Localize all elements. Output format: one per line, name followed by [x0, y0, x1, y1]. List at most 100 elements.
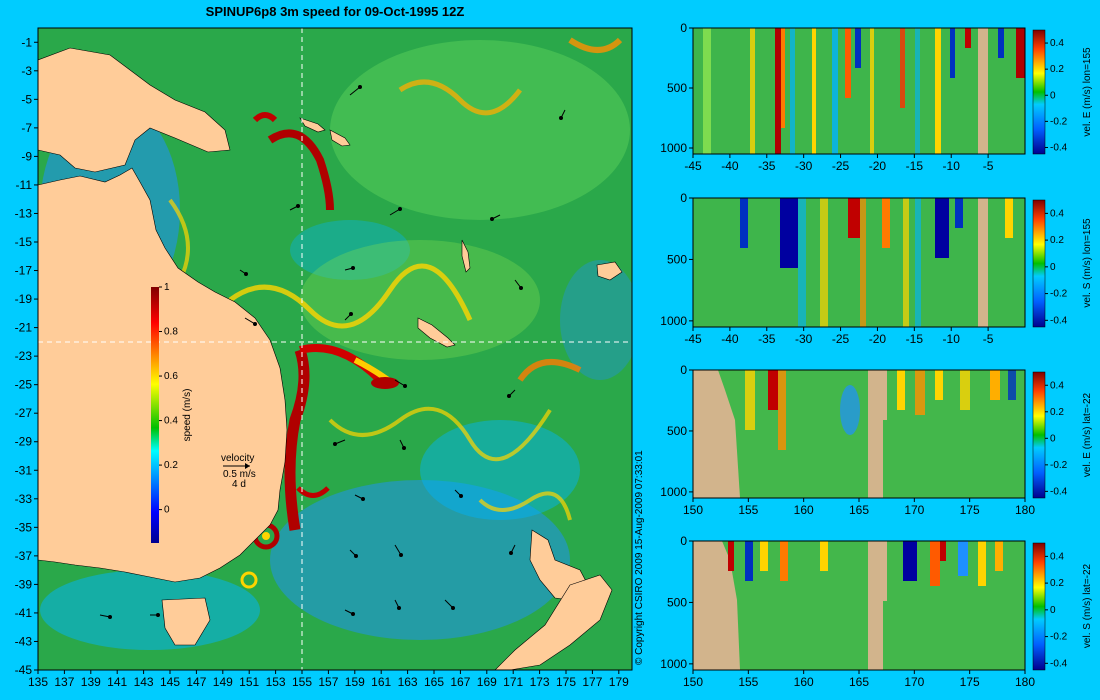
map-y-tick-label: -23: [15, 349, 33, 363]
map-y-tick-label: -31: [15, 463, 33, 477]
panel3-x-tick-label: 175: [960, 503, 980, 517]
panel1-y-axis: 0 500 1000: [660, 21, 693, 155]
speed-colorbar-tick-label: 1: [164, 282, 170, 293]
panel3-x-tick-label: 155: [738, 503, 758, 517]
map-y-tick-label: -35: [15, 520, 33, 534]
panel1-y-tick-label: 0: [680, 21, 687, 35]
velocity-vectors: [99, 85, 566, 619]
panel3-colorbar-tick-label: 0.4: [1050, 380, 1064, 391]
panel3-x-tick-label: 160: [794, 503, 814, 517]
panel3-colorbar-ticks: 0.4 0.2 0 -0.2 -0.4: [1045, 380, 1068, 497]
map-y-tick-label: -17: [15, 264, 33, 278]
panel2-x-tick-label: -35: [758, 332, 776, 346]
map-y-tick-label: -7: [21, 121, 32, 135]
panel3-bottom-west: [693, 370, 740, 498]
map-x-tick-label: 157: [318, 675, 338, 689]
speed-colorbar-label: speed (m/s): [182, 389, 193, 442]
australia: [38, 167, 288, 583]
panel2-colorbar-tick-label: 0.4: [1050, 208, 1064, 219]
map-y-tick-label: -13: [15, 206, 33, 220]
panel3-x-tick-label: 180: [1015, 503, 1035, 517]
map-y-tick-label: -41: [15, 606, 33, 620]
speed-colorbar-ticks: 1 0.8 0.6 0.4 0.2 0: [159, 282, 178, 516]
panel1-y-tick-label: 1000: [660, 141, 687, 155]
section-panel-vel-s-lat22: 150 155 160 165 170 175 180 0 500 1000 0.4 0.2 0 -0…: [660, 534, 1093, 689]
map-x-tick-label: 171: [503, 675, 523, 689]
map-x-tick-label: 175: [556, 675, 576, 689]
panel2-x-tick-label: -20: [869, 332, 887, 346]
panel2-y-tick-label: 1000: [660, 314, 687, 328]
speed-map: 135 137 139 141 143 145 147 149 151 153 155 157 159 1…: [15, 27, 633, 689]
map-x-tick-label: 155: [292, 675, 312, 689]
panel4-x-axis: 150 155 160 165 170 175 180: [683, 670, 1035, 689]
panel1-colorbar-tick-label: 0.2: [1050, 64, 1064, 75]
panel1-colorbar-label: vel. E (m/s) lon=155: [1082, 47, 1093, 137]
map-x-tick-label: 165: [424, 675, 444, 689]
map-y-axis: -1 -3 -5 -7 -9 -11 -13 -15 -17 -19 -21 -23 -25 -27 -29…: [15, 35, 38, 677]
panel2-y-tick-label: 0: [680, 191, 687, 205]
panel2-x-tick-label: -5: [983, 332, 994, 346]
panel2-colorbar-ramp: [1032, 199, 1046, 328]
map-x-tick-label: 137: [54, 675, 74, 689]
panel4-y-tick-label: 1000: [660, 657, 687, 671]
map-y-tick-label: -25: [15, 378, 33, 392]
panel4-x-tick-label: 165: [849, 675, 869, 689]
panel2-colorbar-tick-label: 0: [1050, 262, 1056, 273]
map-x-tick-label: 149: [213, 675, 233, 689]
panel3-y-axis: 0 500 1000: [660, 363, 693, 499]
map-x-tick-label: 139: [81, 675, 101, 689]
new-zealand-south: [494, 574, 613, 670]
panel1-frame: [692, 27, 1026, 155]
map-x-tick-label: 173: [530, 675, 550, 689]
panel1-x-tick-label: -20: [869, 159, 887, 173]
panel4-y-tick-label: 500: [667, 595, 687, 609]
map-y-tick-label: -45: [15, 663, 33, 677]
fiji: [596, 261, 623, 281]
map-x-tick-label: 135: [28, 675, 48, 689]
panel3-y-tick-label: 1000: [660, 485, 687, 499]
map-x-tick-label: 147: [186, 675, 206, 689]
map-y-tick-label: -3: [21, 64, 32, 78]
vanuatu: [461, 239, 471, 273]
map-x-axis: 135 137 139 141 143 145 147 149 151 153 155 157 159 1…: [28, 670, 629, 689]
map-x-tick-label: 169: [477, 675, 497, 689]
panel1-x-axis: -45 -40 -35 -30 -25 -20 -15 -10 -5: [684, 154, 994, 173]
panel2-x-tick-label: -45: [684, 332, 702, 346]
panel3-colorbar-ramp: [1032, 371, 1046, 499]
panel4-colorbar-label: vel. S (m/s) lat=-22: [1082, 563, 1093, 648]
map-y-tick-label: -1: [21, 35, 32, 49]
panel3-y-tick-label: 500: [667, 424, 687, 438]
panel1-x-tick-label: -35: [758, 159, 776, 173]
solomon-islands: [299, 117, 326, 133]
map-y-tick-label: -37: [15, 549, 33, 563]
panel4-x-tick-label: 150: [683, 675, 703, 689]
panel2-y-axis: 0 500 1000: [660, 191, 693, 328]
map-y-tick-label: -29: [15, 435, 33, 449]
panel1-y-tick-label: 500: [667, 81, 687, 95]
new-caledonia: [417, 317, 456, 348]
speed-colorbar-tick-label: 0.6: [164, 371, 178, 382]
copyright-text: © Copyright CSIRO 2009 15-Aug-2009 07:33…: [634, 450, 645, 665]
panel1-colorbar-tick-label: 0: [1050, 90, 1056, 101]
panel3-colorbar-tick-label: 0: [1050, 433, 1056, 444]
panel3-colorbar-label: vel. E (m/s) lat=-22: [1082, 392, 1093, 477]
panel3-x-tick-label: 170: [904, 503, 924, 517]
speed-colorbar-tick-label: 0.2: [164, 460, 178, 471]
panel1-x-tick-label: -10: [943, 159, 961, 173]
velocity-legend: velocity 0.5 m/s 4 d: [221, 453, 256, 490]
map-y-tick-label: -21: [15, 321, 33, 335]
panel2-x-tick-label: -10: [943, 332, 961, 346]
tasmania: [161, 597, 211, 646]
panel4-colorbar-tick-label: 0.2: [1050, 578, 1064, 589]
panel2-x-tick-label: -15: [906, 332, 924, 346]
new-guinea: [38, 47, 231, 173]
panel4-colorbar-ticks: 0.4 0.2 0 -0.2 -0.4: [1045, 551, 1068, 669]
panel2-x-tick-label: -30: [795, 332, 813, 346]
panel4-bottom-west: [693, 541, 740, 670]
map-y-tick-label: -11: [16, 178, 33, 192]
panel1-x-tick-label: -40: [721, 159, 739, 173]
map-y-tick-label: -27: [15, 406, 33, 420]
map-x-tick-label: 145: [160, 675, 180, 689]
